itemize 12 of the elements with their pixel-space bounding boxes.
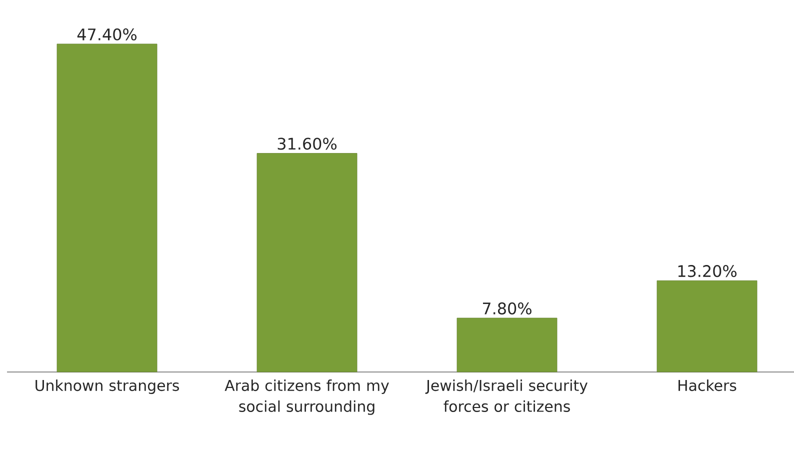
x-tick-label: Jewish/Israeli security forces or citizens [425,380,588,412]
x-tick-label: Arab citizens from my social surrounding [224,380,389,415]
bar [56,44,158,372]
data-label: 31.60% [278,138,337,150]
x-tick-label: Unknown strangers [36,380,179,394]
data-label: 47.40% [77,28,137,40]
x-tick-label: Hackers [678,380,736,392]
data-label: 7.80% [483,302,532,314]
bar [256,153,358,372]
bar [456,318,558,372]
data-label: 13.20% [678,265,737,278]
bar [656,280,758,372]
